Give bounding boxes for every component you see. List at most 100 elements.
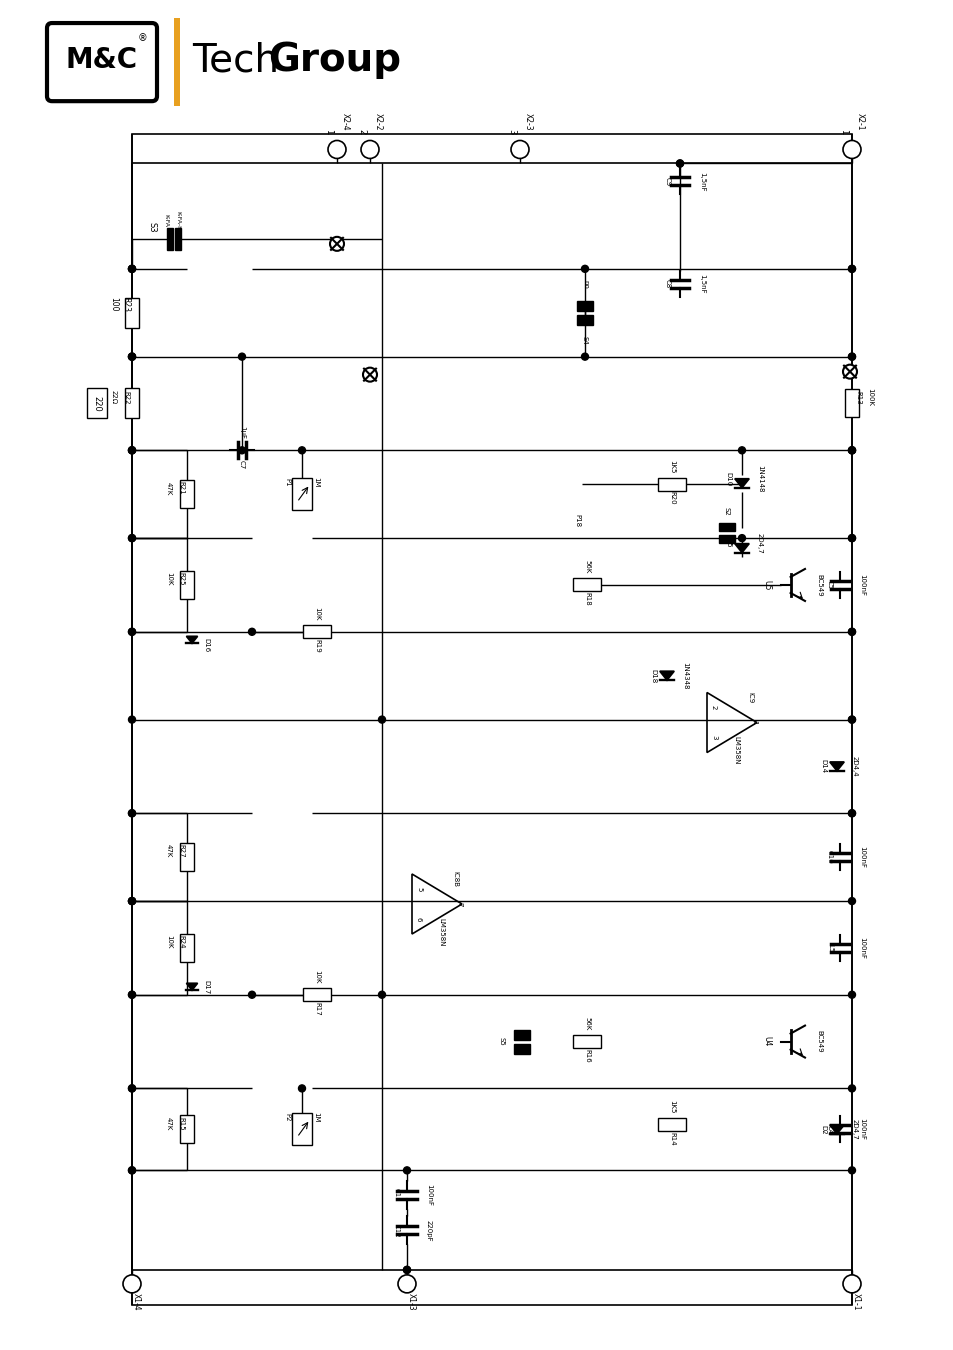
Bar: [125, 389, 139, 418]
Circle shape: [123, 1274, 141, 1293]
Circle shape: [847, 810, 855, 817]
Text: P18: P18: [574, 513, 579, 526]
Circle shape: [129, 447, 135, 454]
Circle shape: [847, 535, 855, 541]
Circle shape: [129, 898, 135, 904]
Text: 2D4,4: 2D4,4: [851, 756, 857, 776]
Text: 56K: 56K: [583, 1017, 589, 1030]
Text: X2-3: X2-3: [523, 112, 532, 131]
Text: C12: C12: [394, 1223, 399, 1237]
Text: 3: 3: [710, 736, 717, 740]
Text: LM358N: LM358N: [437, 918, 443, 946]
Bar: [180, 844, 193, 871]
Circle shape: [129, 1166, 135, 1174]
Circle shape: [397, 1274, 416, 1293]
Text: 5: 5: [416, 887, 421, 891]
Circle shape: [129, 810, 135, 817]
Bar: [719, 524, 734, 531]
Text: S3: S3: [148, 221, 156, 232]
Text: 1,5nF: 1,5nF: [699, 171, 704, 192]
Circle shape: [847, 1166, 855, 1174]
Text: R27: R27: [178, 844, 184, 859]
Text: 1N4348: 1N4348: [681, 662, 687, 690]
Text: K-FA: K-FA: [163, 215, 169, 227]
Circle shape: [129, 266, 135, 273]
FancyBboxPatch shape: [47, 23, 157, 101]
Bar: [87, 389, 107, 418]
Text: IC8B: IC8B: [452, 871, 457, 887]
Text: 1: 1: [839, 128, 847, 134]
Text: Group: Group: [268, 40, 400, 80]
Text: R18: R18: [583, 593, 589, 606]
Text: 1: 1: [750, 721, 757, 725]
Circle shape: [676, 159, 682, 167]
Circle shape: [581, 354, 588, 360]
Circle shape: [581, 266, 588, 273]
Circle shape: [129, 628, 135, 636]
Circle shape: [842, 364, 856, 378]
Text: D14: D14: [820, 759, 825, 774]
Circle shape: [298, 1085, 305, 1092]
Text: LM358N: LM358N: [732, 736, 739, 765]
Circle shape: [129, 447, 135, 454]
Text: 220: 220: [95, 394, 105, 413]
Text: X2-1: X2-1: [855, 112, 863, 130]
Circle shape: [238, 447, 245, 454]
Text: D17: D17: [203, 980, 209, 994]
Text: IC9: IC9: [746, 693, 752, 703]
Text: no: no: [581, 281, 587, 289]
Text: C9: C9: [664, 177, 670, 186]
Circle shape: [328, 140, 346, 158]
Text: 220pF: 220pF: [426, 1219, 432, 1241]
Text: U5: U5: [761, 579, 771, 590]
Text: BC549: BC549: [815, 1030, 821, 1053]
Circle shape: [847, 354, 855, 360]
Bar: [844, 390, 858, 417]
Text: 1N4148: 1N4148: [757, 466, 762, 493]
Circle shape: [847, 266, 855, 273]
Circle shape: [378, 991, 385, 998]
Circle shape: [238, 354, 245, 360]
Circle shape: [129, 535, 135, 541]
Text: 2: 2: [357, 128, 366, 134]
Circle shape: [298, 447, 305, 454]
Text: 1,5nF: 1,5nF: [699, 274, 704, 294]
Text: C5: C5: [826, 580, 832, 590]
Polygon shape: [734, 479, 748, 487]
Circle shape: [403, 1266, 410, 1273]
Text: R20: R20: [668, 491, 675, 505]
Text: 10K: 10K: [166, 572, 172, 586]
Circle shape: [129, 898, 135, 904]
Bar: [573, 578, 600, 591]
Text: 2D4,7: 2D4,7: [757, 533, 762, 554]
Polygon shape: [829, 1125, 843, 1134]
Bar: [658, 478, 685, 490]
Text: R15: R15: [178, 1116, 184, 1130]
Circle shape: [378, 716, 385, 724]
Circle shape: [847, 628, 855, 636]
Text: X2-4: X2-4: [340, 112, 349, 131]
Text: R21: R21: [178, 482, 184, 495]
Circle shape: [129, 266, 135, 273]
Text: P1: P1: [284, 478, 290, 486]
Circle shape: [847, 716, 855, 724]
Bar: [303, 625, 331, 639]
Text: S4: S4: [581, 336, 587, 346]
Text: 100: 100: [110, 297, 118, 312]
Text: X1-1: X1-1: [851, 1293, 860, 1311]
Circle shape: [248, 628, 255, 636]
Text: BC549: BC549: [815, 574, 821, 597]
Bar: [125, 298, 139, 328]
Text: 1: 1: [324, 128, 334, 134]
Circle shape: [847, 810, 855, 817]
Text: X2-2: X2-2: [374, 112, 382, 130]
Text: 2D4,7: 2D4,7: [851, 1119, 857, 1139]
Circle shape: [842, 1274, 861, 1293]
Circle shape: [847, 354, 855, 360]
Bar: [514, 1030, 530, 1040]
Text: 1K5: 1K5: [668, 459, 675, 472]
Circle shape: [511, 140, 529, 158]
Text: C11: C11: [394, 1188, 399, 1203]
Text: 1K5: 1K5: [668, 1100, 675, 1112]
Circle shape: [129, 535, 135, 541]
